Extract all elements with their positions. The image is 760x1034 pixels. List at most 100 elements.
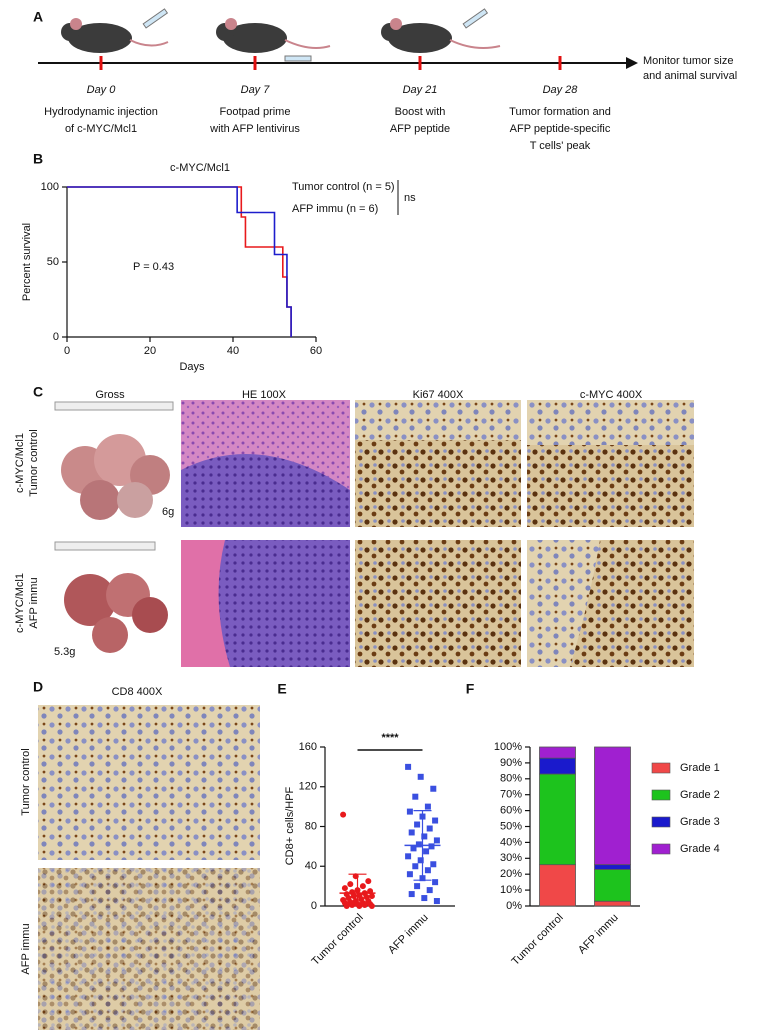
histology-images <box>50 400 694 667</box>
sd-bar <box>413 810 432 881</box>
point <box>405 763 412 770</box>
bar-segment <box>594 869 631 902</box>
y-tick-label: 30% <box>500 852 522 864</box>
significance-label: **** <box>381 732 399 744</box>
y-tick-label: 100 <box>41 181 59 193</box>
x-tick-label: 20 <box>144 345 156 357</box>
y-tick-label: 160 <box>299 741 317 753</box>
x-axis-label: Days <box>179 361 205 373</box>
point <box>412 863 419 870</box>
x-tick-label: 40 <box>227 345 239 357</box>
x-tick-label: 0 <box>64 345 70 357</box>
y-tick-label: 60% <box>500 805 522 817</box>
panel-label: A <box>33 9 43 25</box>
y-tick-label: 20% <box>500 868 522 880</box>
row-label: Tumor control <box>20 748 32 815</box>
point <box>359 883 366 890</box>
x-tick-label: Tumor control <box>309 912 365 968</box>
annotation: P = 0.43 <box>133 261 174 273</box>
panel-label: E <box>277 681 286 697</box>
bar-segment <box>539 757 576 775</box>
point <box>408 829 415 836</box>
event-description: Hydrodynamic injection <box>44 106 158 118</box>
legend-swatch <box>651 789 671 801</box>
point <box>405 853 412 860</box>
y-tick-label: 50% <box>500 820 522 832</box>
row-label: Tumor control <box>28 429 40 496</box>
panel-label: D <box>33 679 43 695</box>
point <box>368 893 375 900</box>
legend-swatch <box>651 816 671 828</box>
event-description: AFP peptide <box>390 123 450 135</box>
point <box>421 895 428 902</box>
bar-segment <box>539 864 576 907</box>
cd8-images <box>38 705 260 1030</box>
legend-swatch <box>651 843 671 855</box>
cd8-title: CD8 400X <box>112 686 163 698</box>
x-tick-label: Tumor control <box>509 912 565 968</box>
event-day: Day 0 <box>87 84 117 96</box>
x-tick-label: 60 <box>310 345 322 357</box>
point <box>424 867 431 874</box>
point <box>341 885 348 892</box>
timeline-end-label: Monitor tumor size <box>643 55 733 67</box>
chart-title: c-MYC/Mcl1 <box>170 162 230 174</box>
y-axis-label: CD8+ cells/HPF <box>284 786 296 865</box>
layout <box>38 8 694 1030</box>
point <box>361 902 368 909</box>
panel-label: F <box>466 681 475 697</box>
y-tick-label: 100% <box>494 741 522 753</box>
x-tick-label: AFP immu <box>576 912 621 957</box>
panel-label: C <box>33 384 43 400</box>
y-tick-label: 0 <box>53 331 59 343</box>
y-axis-label: Percent survival <box>21 223 33 301</box>
legend-label: Grade 2 <box>680 789 720 801</box>
annotation: ns <box>404 192 416 204</box>
point <box>349 902 356 909</box>
point <box>432 879 439 886</box>
y-tick-label: 80 <box>305 820 317 832</box>
y-tick-label: 90% <box>500 757 522 769</box>
panel-label: B <box>33 151 43 167</box>
column-title: Ki67 400X <box>413 389 464 401</box>
row-label: c-MYC/Mcl1 <box>14 433 26 493</box>
y-tick-label: 0 <box>311 900 317 912</box>
tumor-weight: 5.3g <box>54 646 75 658</box>
y-tick-label: 40 <box>305 860 317 872</box>
point <box>421 833 428 840</box>
point <box>426 825 433 832</box>
y-tick-label: 40% <box>500 836 522 848</box>
legend-label: Grade 4 <box>680 843 720 855</box>
point <box>408 891 415 898</box>
mouse-icons <box>61 8 501 62</box>
point <box>433 898 440 905</box>
point <box>426 887 433 894</box>
y-tick-label: 70% <box>500 789 522 801</box>
bar-segment <box>539 746 576 759</box>
timeline-end-label: and animal survival <box>643 70 737 82</box>
column-title: c-MYC 400X <box>580 389 643 401</box>
legend-label: AFP immu (n = 6) <box>292 203 378 215</box>
point <box>343 903 350 909</box>
point <box>417 857 424 864</box>
point <box>414 883 421 890</box>
sd-bar <box>348 873 367 907</box>
point <box>432 817 439 824</box>
point <box>428 843 435 850</box>
point <box>430 861 437 868</box>
point <box>415 841 422 848</box>
x-tick-label: AFP immu <box>386 912 431 957</box>
y-tick-label: 50 <box>47 256 59 268</box>
point <box>423 848 430 855</box>
point <box>414 821 421 828</box>
event-description: of c-MYC/Mcl1 <box>65 123 137 135</box>
bar-segment <box>594 864 631 870</box>
y-tick-label: 10% <box>500 884 522 896</box>
point <box>412 793 419 800</box>
legend-label: Grade 1 <box>680 762 720 774</box>
event-day: Day 28 <box>543 84 579 96</box>
bar-segment <box>539 773 576 866</box>
point <box>424 803 431 810</box>
point <box>406 871 413 878</box>
event-description: Tumor formation and <box>509 106 611 118</box>
